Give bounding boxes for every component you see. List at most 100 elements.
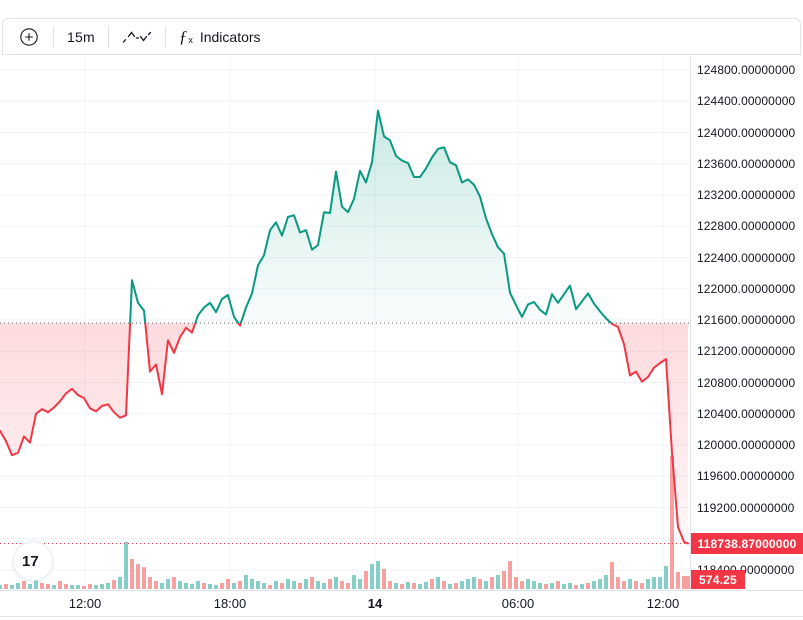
volume-bar	[376, 561, 380, 589]
volume-bar	[670, 456, 674, 589]
volume-bar	[538, 583, 542, 589]
volume-bar	[340, 581, 344, 589]
volume-bar	[262, 583, 266, 589]
volume-bars	[0, 456, 690, 589]
volume-bar	[136, 564, 140, 589]
volume-bar	[430, 579, 434, 589]
volume-bar	[280, 583, 284, 589]
volume-bar	[142, 567, 146, 589]
price-line-down	[0, 323, 689, 545]
price-chart-canvas[interactable]	[0, 57, 690, 590]
volume-bar	[268, 585, 272, 589]
price-tick-label: 121600.00000000	[697, 313, 796, 327]
volume-bar	[598, 579, 602, 589]
price-tick-label: 122000.00000000	[697, 281, 796, 296]
price-tick-label: 119200.00000000	[697, 500, 795, 515]
add-compare-button[interactable]	[9, 22, 49, 52]
volume-bar	[274, 581, 278, 589]
volume-bar	[256, 581, 260, 589]
volume-bar	[118, 577, 122, 589]
volume-bar	[544, 584, 548, 589]
volume-bar	[502, 571, 506, 589]
baseline-chart-icon	[122, 28, 152, 45]
volume-bar	[448, 584, 452, 589]
volume-bar	[178, 581, 182, 589]
volume-bar	[70, 585, 74, 589]
volume-bar	[550, 583, 554, 589]
volume-bar	[400, 584, 404, 589]
volume-bar	[220, 583, 224, 589]
volume-bar	[406, 582, 410, 589]
time-axis[interactable]: 12:00 18:00 14 06:00 12:00	[0, 590, 803, 617]
volume-bar	[232, 583, 236, 589]
volume-bar	[94, 585, 98, 589]
volume-bar	[160, 583, 164, 589]
volume-bar	[442, 581, 446, 589]
volume-bar	[556, 581, 560, 589]
volume-bar	[34, 579, 38, 589]
time-tick-label: 18:00	[213, 596, 247, 611]
volume-bar	[106, 583, 110, 589]
price-tick-label: 120000.00000000	[697, 438, 796, 452]
volume-bar	[508, 561, 512, 589]
volume-bar	[364, 571, 368, 589]
volume-bar	[250, 579, 254, 589]
volume-bar	[580, 584, 584, 589]
volume-bar	[22, 581, 26, 589]
time-tick-label: 12:00	[68, 596, 102, 611]
volume-bar	[334, 577, 338, 589]
time-tick-label: 14	[367, 596, 383, 611]
volume-bar	[328, 579, 332, 589]
volume-bar	[46, 584, 50, 589]
volume-bar	[634, 581, 638, 589]
volume-bar	[454, 583, 458, 589]
volume-bar	[562, 584, 566, 589]
volume-bar	[298, 583, 302, 589]
volume-bar	[0, 585, 2, 589]
price-tick-label: 123600.00000000	[697, 156, 796, 171]
volume-bar	[130, 559, 134, 589]
price-tick-label: 124800.00000000	[697, 63, 796, 77]
volume-bar	[82, 585, 86, 589]
volume-bar	[10, 585, 14, 589]
volume-bar	[610, 562, 614, 589]
volume-bar	[496, 575, 500, 589]
interval-button[interactable]: 15m	[58, 22, 104, 52]
volume-bar	[394, 583, 398, 589]
volume-bar	[238, 581, 242, 589]
volume-bar	[244, 575, 248, 589]
price-tick-label: 121200.00000000	[697, 344, 796, 359]
volume-bar	[346, 583, 350, 589]
volume-bar	[316, 581, 320, 589]
indicators-label: Indicators	[199, 28, 261, 45]
volume-bar	[40, 583, 44, 589]
last-price-label: 118738.87000000	[691, 533, 803, 555]
volume-bar	[574, 585, 578, 589]
volume-bar	[472, 577, 476, 589]
volume-bar	[520, 581, 524, 589]
svg-text:17: 17	[22, 553, 39, 569]
volume-bar	[616, 577, 620, 589]
volume-bar	[190, 584, 194, 589]
volume-bar	[310, 577, 314, 589]
chart-style-button[interactable]	[113, 22, 161, 52]
volume-bar	[664, 566, 668, 589]
price-tick-label: 120800.00000000	[697, 375, 796, 390]
volume-bar	[154, 581, 158, 589]
volume-bar	[214, 585, 218, 589]
time-tick-label: 06:00	[501, 596, 535, 611]
price-tick-label: 120400.00000000	[697, 406, 796, 421]
volume-bar	[604, 575, 608, 589]
volume-bar	[172, 577, 176, 589]
volume-bar	[358, 579, 362, 589]
volume-bar	[640, 583, 644, 589]
volume-bar	[466, 579, 470, 589]
volume-bar	[64, 584, 68, 589]
volume-bar	[682, 576, 686, 589]
tradingview-logo[interactable]: 17	[13, 541, 53, 581]
price-axis[interactable]: 118400.00000000118800.00000000119200.000…	[690, 57, 803, 590]
volume-bar	[76, 585, 80, 589]
